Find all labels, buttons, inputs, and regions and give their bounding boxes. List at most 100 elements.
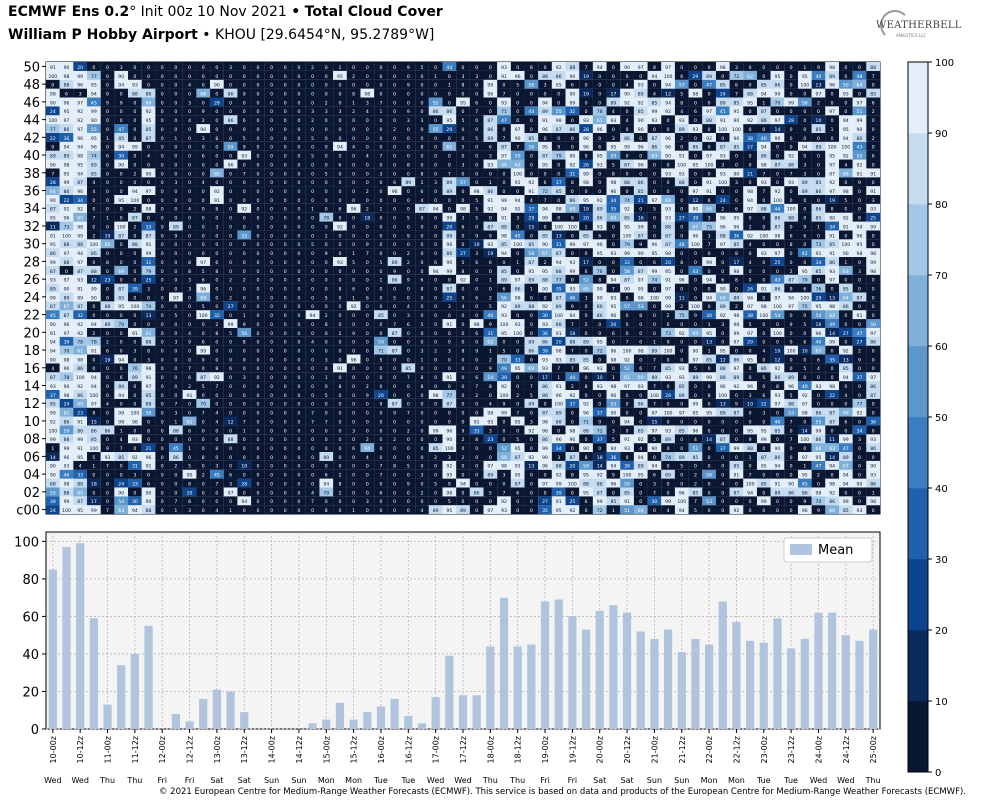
heat-cell <box>551 425 566 435</box>
heat-cell-value: 57 <box>624 304 630 310</box>
heat-cell-value: 0 <box>366 419 369 425</box>
heat-cell-value: 98 <box>77 154 83 160</box>
heat-cell-value: 0 <box>448 357 451 363</box>
heat-cell-value: 0 <box>749 366 752 372</box>
heat-cell-value: 86 <box>843 304 849 310</box>
heat-cell-value: 99 <box>50 437 56 443</box>
heat-cell-value: 0 <box>858 207 861 213</box>
heat-cell-value: 0 <box>325 154 328 160</box>
heat-cell <box>797 336 812 346</box>
heat-cell-value: 25 <box>146 278 152 284</box>
heat-cell <box>374 248 388 258</box>
heat-cell <box>264 505 279 515</box>
heat-cell <box>387 443 402 453</box>
heat-cell-value: 74 <box>146 304 152 310</box>
heat-cell-value: 0 <box>120 366 123 372</box>
heat-cell-value: 0 <box>790 473 793 479</box>
heat-cell-value: 100 <box>513 171 522 177</box>
heat-cell-value: 8 <box>421 286 424 292</box>
heat-cell-value: 6 <box>407 322 410 328</box>
heat-cell-value: 48 <box>679 242 685 248</box>
heat-cell <box>428 389 443 399</box>
heat-cell <box>606 265 621 275</box>
heat-cell-value: 0 <box>147 295 150 301</box>
heat-cell-value: 89 <box>528 402 534 408</box>
heat-cell-value: 0 <box>393 357 396 363</box>
heat-cell-value: 0 <box>831 366 834 372</box>
heat-cell-value: 97 <box>173 295 179 301</box>
heat-cell-value: 69 <box>118 269 124 275</box>
heat-cell <box>715 265 730 275</box>
heat-cell-value: 2 <box>544 260 547 266</box>
heat-cell <box>729 425 744 435</box>
heat-cell-value: 0 <box>338 464 341 470</box>
heat-cell-value: 93 <box>679 375 685 381</box>
heat-cell-value: 7 <box>557 366 560 372</box>
heat-cell <box>210 451 224 461</box>
heat-cell <box>661 336 675 346</box>
heat-cell <box>333 336 347 346</box>
heat-cell <box>292 451 306 461</box>
heat-cell-value: 0 <box>708 428 711 434</box>
heat-cell-value: 5 <box>202 269 205 275</box>
heat-cell-value: 0 <box>626 189 629 195</box>
heat-cell <box>456 301 470 311</box>
heat-cell-value: 100 <box>62 508 71 514</box>
heat-cell-value: 0 <box>393 393 396 399</box>
heat-cell <box>360 363 375 373</box>
heat-cell-value: 86 <box>105 428 111 434</box>
heat-cell-value: 0 <box>393 171 396 177</box>
heat-cell-value: 6 <box>462 224 465 230</box>
heat-cell-value: 0 <box>120 402 123 408</box>
heat-cell <box>715 487 730 497</box>
heat-cell-value: 6 <box>790 233 793 239</box>
heat-cell-value: 0 <box>270 313 273 319</box>
heat-cell <box>87 460 101 470</box>
heat-cell-value: 14 <box>829 331 835 337</box>
heat-cell-value: 93 <box>132 437 138 443</box>
heat-cell-value: 98 <box>474 322 480 328</box>
heat-cell <box>237 256 252 266</box>
heat-cell-value: 3 <box>174 340 177 346</box>
heat-cell-value: 93 <box>679 171 685 177</box>
heat-cell <box>688 363 703 373</box>
heat-cell <box>59 487 74 497</box>
heat-cell <box>702 381 716 390</box>
heat-cell <box>497 372 511 382</box>
heat-cell <box>210 505 224 515</box>
heat-cell <box>784 416 799 426</box>
heat-cell <box>538 363 552 373</box>
heat-cell <box>305 274 320 284</box>
heat-cell <box>87 443 101 453</box>
heat-cell-value: 0 <box>598 446 601 452</box>
heat-cell <box>715 256 730 266</box>
heat-cell <box>100 274 115 284</box>
heat-cell <box>729 319 744 328</box>
heat-cell-value: 98 <box>857 251 863 257</box>
heat-cell <box>524 389 539 399</box>
heat-cell <box>620 345 634 355</box>
heat-cell <box>182 363 197 373</box>
heat-cell <box>278 434 293 444</box>
heat-cell-value: 95 <box>720 349 726 355</box>
heat-cell-value: 88 <box>788 162 794 168</box>
heat-cell <box>46 319 60 328</box>
heat-cell-value: 7 <box>120 446 123 452</box>
heat-cell-value: 12 <box>720 357 726 363</box>
heat-cell <box>647 505 662 515</box>
heat-cell-value: 94 <box>829 464 835 470</box>
heat-cell-value: 0 <box>448 419 451 425</box>
heat-cell <box>387 327 402 337</box>
heat-cell-value: 75 <box>802 304 808 310</box>
heat-cell-value: 0 <box>790 428 793 434</box>
heat-cell <box>483 469 498 479</box>
heat-cell <box>469 451 484 461</box>
heat-cell <box>278 487 293 497</box>
heat-cell-value: 93 <box>597 366 603 372</box>
heat-cell-value: 0 <box>721 464 724 470</box>
heat-cell <box>524 301 539 311</box>
heat-cell-value: 87 <box>515 481 521 487</box>
heat-cell-value: 27 <box>679 216 685 222</box>
heat-cell-value: 0 <box>229 180 232 186</box>
heat-cell <box>784 443 799 453</box>
